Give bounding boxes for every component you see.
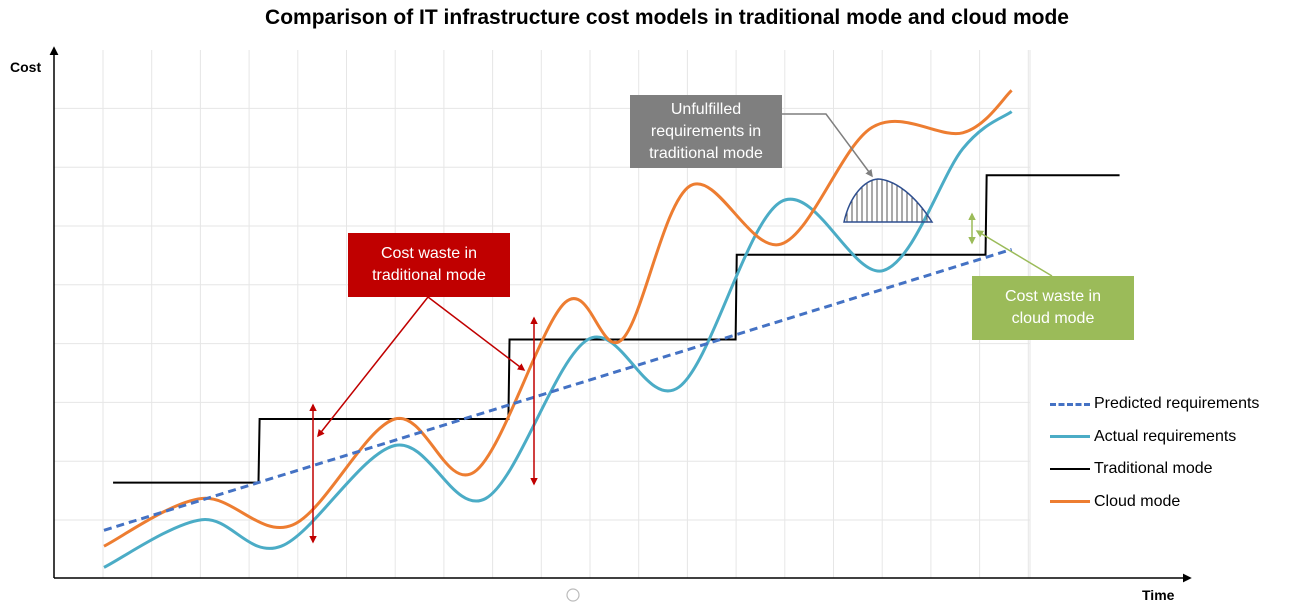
traditional-waste-box: Cost waste in traditional mode [348,233,510,297]
series-cloud-mode [103,89,1013,548]
axes [49,46,1192,583]
cloud-waste-box: Cost waste in cloud mode [972,276,1134,340]
legend-label: Cloud mode [1094,492,1181,510]
callout-leader-unfulfilled [782,113,873,178]
legend-swatch-actual [1050,435,1090,439]
legend-label: Actual requirements [1094,427,1237,445]
series-predicted-requirements [103,247,1013,532]
legend-item: Cloud mode [1050,486,1259,519]
legend-label: Predicted requirements [1094,395,1260,413]
legend-swatch-traditional [1050,468,1090,471]
chart-title: Comparison of IT infrastructure cost mod… [265,6,1069,29]
legend-label: Traditional mode [1094,460,1213,478]
traditional-waste-label: Cost waste in traditional mode [372,245,486,284]
legend: Predicted requirements Actual requiremen… [1050,388,1259,518]
unfulfilled-label: Unfulfilled requirements in traditional … [649,100,763,162]
callout-leader-traditional-2 [427,296,526,371]
cloud-waste-label: Cost waste in cloud mode [1004,288,1102,327]
legend-swatch-cloud [1050,500,1090,504]
series-lines [103,89,1120,569]
unfulfilled-region [843,178,934,223]
legend-item: Actual requirements [1050,421,1259,454]
x-axis-label: Time [1142,587,1175,603]
unfulfilled-box: Unfulfilled requirements in traditional … [630,95,782,168]
y-axis-label: Cost [10,59,42,75]
series-actual-requirements [103,110,1013,569]
series-traditional-mode [113,174,1120,484]
legend-item: Predicted requirements [1050,388,1259,421]
legend-item: Traditional mode [1050,453,1259,486]
annotation-marks [309,113,1053,602]
legend-swatch-predicted [1050,402,1090,406]
watermark-icon [566,588,580,602]
callout-leader-traditional-1 [317,296,429,438]
callout-leader-cloud [975,230,1053,277]
